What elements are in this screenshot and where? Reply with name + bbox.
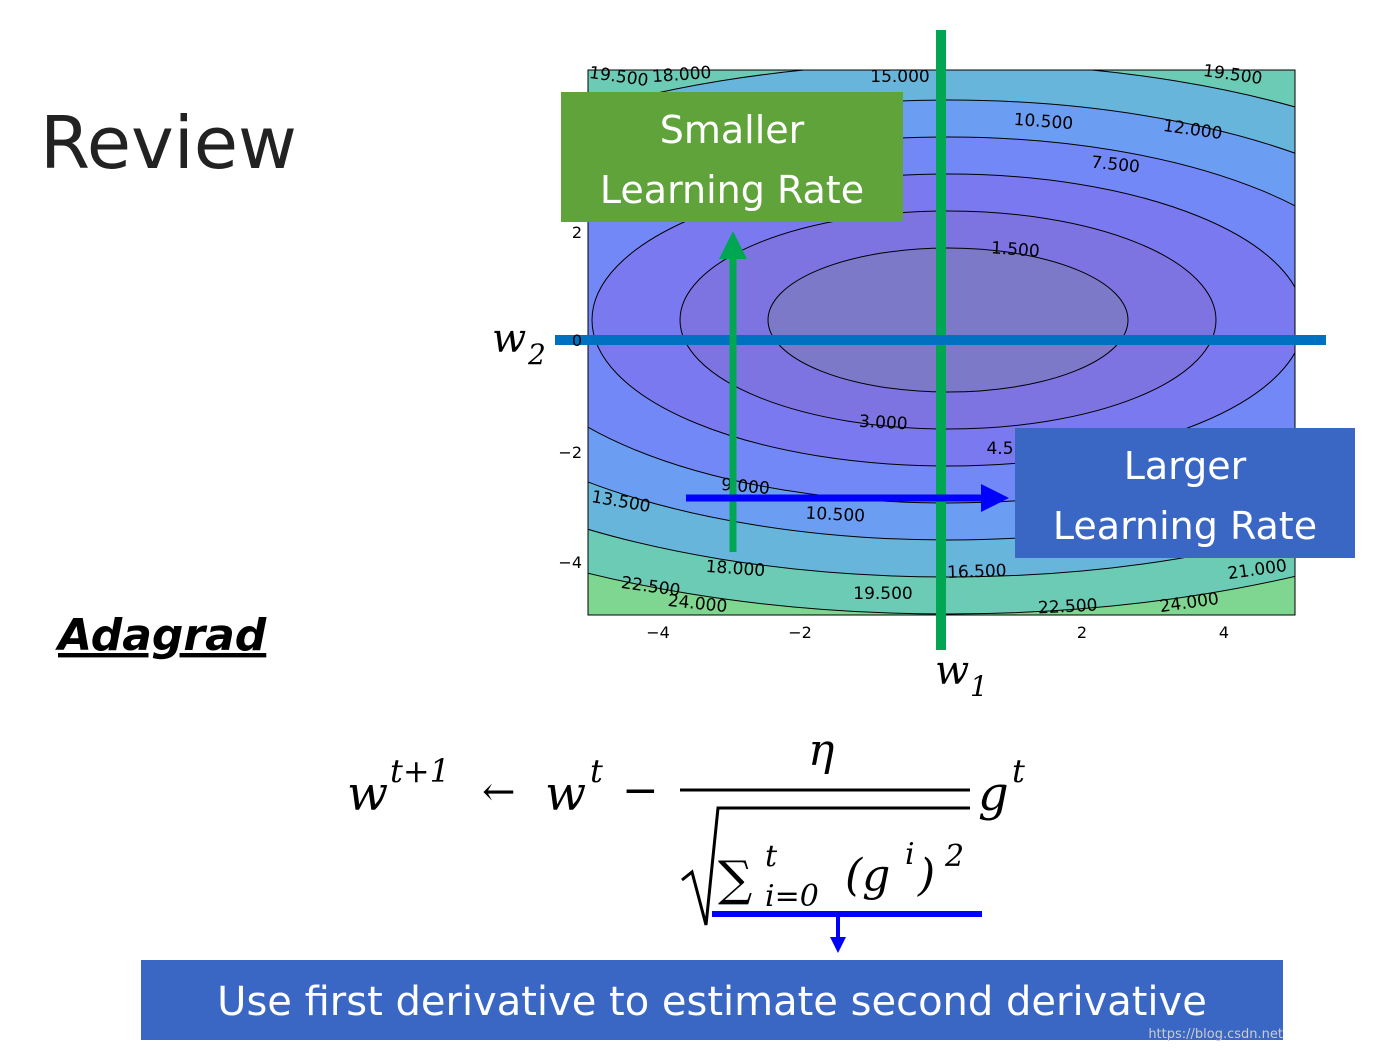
contour-label: 22.500 (1038, 595, 1098, 618)
contour (767, 247, 1129, 393)
contour-label: 1.500 (990, 238, 1040, 261)
formula-part: 2 (944, 839, 964, 874)
x-axis-label: w (935, 648, 969, 694)
callout-text: Learning Rate (1053, 504, 1317, 548)
formula-part: t (590, 752, 603, 790)
y-tick-label: 0 (572, 331, 582, 350)
y-tick-label: 2 (572, 223, 582, 242)
formula-part: i=0 (765, 879, 819, 914)
formula: w t+1 ← w t − η g t ∑ t i=0 (g i ) 2 (347, 725, 1025, 926)
formula-part: η (808, 725, 834, 776)
formula-part: w (347, 766, 388, 822)
formula-part: − (622, 765, 659, 816)
smaller-callout (561, 92, 903, 222)
contour-label: 3.000 (858, 412, 908, 435)
y-tick-label: −2 (558, 443, 582, 462)
sqrt-sign (681, 806, 970, 926)
formula-part: t+1 (390, 752, 450, 790)
y-axis-sub: 2 (527, 338, 546, 371)
formula-part: ∑ (718, 851, 752, 907)
callout-text: Learning Rate (600, 168, 864, 212)
section-heading: Adagrad (55, 610, 267, 661)
contour-label: 10.500 (805, 503, 865, 526)
formula-part: i (905, 837, 915, 872)
x-tick-label: 2 (1077, 623, 1087, 642)
contour-label: 16.500 (947, 561, 1007, 583)
formula-part: (g (845, 850, 890, 901)
contour-label: 15.000 (870, 67, 929, 87)
y-axis-label: w (492, 316, 526, 362)
formula-part: t (765, 839, 778, 874)
formula-part: ← (482, 769, 516, 815)
contour-label: 18.000 (651, 63, 712, 87)
x-tick-label: −2 (788, 623, 812, 642)
contour-label: 19.500 (853, 584, 912, 604)
y-tick-label: −4 (558, 553, 582, 572)
contour-label: 4.5 (986, 439, 1013, 459)
banner (141, 960, 1283, 1040)
slide-title: Review (40, 101, 297, 185)
banner-text: Use first derivative to estimate second … (217, 979, 1207, 1025)
callout-text: Larger (1124, 444, 1247, 488)
formula-part: t (1012, 752, 1025, 790)
contour-label: 18.000 (705, 557, 766, 581)
watermark: https://blog.csdn.net (1148, 1027, 1283, 1042)
larger-callout (1015, 428, 1355, 558)
formula-part: w (545, 766, 586, 822)
x-tick-label: 4 (1219, 623, 1229, 642)
x-tick-label: −4 (646, 623, 670, 642)
x-axis-sub: 1 (970, 670, 988, 703)
callout-text: Smaller (660, 108, 805, 152)
contour-label: 10.500 (1013, 110, 1074, 134)
formula-part: ) (917, 850, 935, 901)
formula-part: g (978, 766, 1009, 822)
